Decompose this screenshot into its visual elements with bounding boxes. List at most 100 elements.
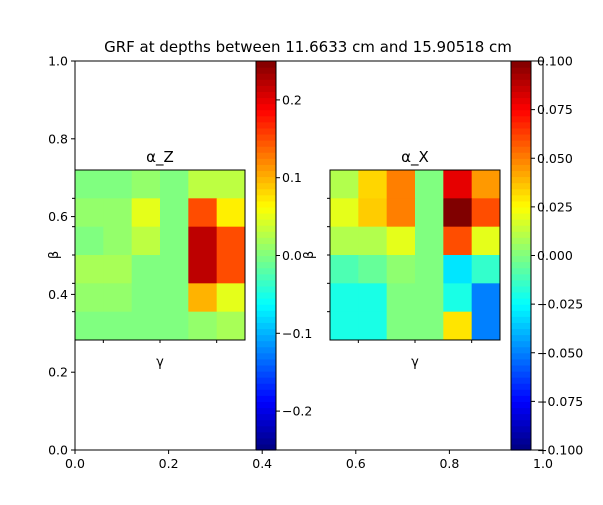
heatmap-cell [103,311,133,341]
colorbar-alpha-z-gradient-band [256,243,276,251]
colorbar-alpha-z-gradient-band [256,364,276,372]
heatmap-cell [386,283,416,313]
colorbar-alpha-x-gradient-band [511,328,531,336]
colorbar-alpha-z-gradient-band [256,115,276,123]
colorbar-alpha-x-gradient-band [511,200,531,208]
colorbar-alpha-z-tick-label: 0.2 [282,92,302,107]
heatmap-cell [358,198,388,228]
colorbar-alpha-x: −0.100 −0.075 −0.050 −0.025 0.000 0.025 0.050 0… [510,54,583,458]
colorbar-alpha-x-gradient-band [511,413,531,421]
colorbar-alpha-z-gradient-band [256,352,276,360]
heatmap-cell [75,255,104,284]
colorbar-alpha-x-gradient-band [511,334,531,342]
colorbar-alpha-x-gradient-band [511,425,531,433]
heatmap-cell [443,311,473,341]
colorbar-alpha-z-gradient-band [256,206,276,214]
colorbar-alpha-z-gradient-band [256,85,276,92]
colorbar-alpha-z-gradient-band [256,334,276,342]
colorbar-alpha-x-gradient-band [511,358,531,366]
colorbar-alpha-z-gradient-band [256,182,276,190]
colorbar-alpha-z-gradient-band [256,346,276,354]
colorbar-alpha-z-gradient-band [256,370,276,378]
colorbar-alpha-x-gradient-band [511,97,531,105]
colorbar-alpha-x-tick-label: 0.075 [537,102,573,117]
colorbar-alpha-z-gradient-band [256,188,276,196]
heatmap-cell [216,283,246,313]
colorbar-alpha-z-gradient-band [256,200,276,208]
colorbar-alpha-z-gradient-band [256,425,276,433]
colorbar-alpha-z-gradient-band [256,170,276,178]
panel-alpha-z-ylabel: β [47,251,62,259]
heatmap-cell [415,283,444,313]
colorbar-alpha-x-gradient-band [511,395,531,402]
heatmap-cell [75,170,104,199]
colorbar-alpha-z-gradient-band [256,231,276,238]
colorbar-alpha-x-gradient-band [511,298,531,305]
colorbar-alpha-x-gradient-band [511,140,531,147]
colorbar-alpha-z-gradient-band [256,249,276,257]
colorbar-alpha-z-gradient-band [256,273,276,281]
colorbar-alpha-z-gradient-band [256,431,276,439]
colorbar-alpha-x-gradient-band [511,383,531,390]
heatmap-cell [103,226,133,256]
colorbar-alpha-z-gradient-band [256,73,276,80]
colorbar-alpha-z-gradient-band [256,91,276,99]
heatmap-cell [330,255,359,284]
colorbar-alpha-z-gradient-band [256,413,276,421]
heatmap-cell [471,226,501,256]
background-y-tick-label: 0.8 [48,131,68,146]
colorbar-alpha-x-gradient-band [511,237,531,244]
colorbar-alpha-x-gradient-band [511,267,531,275]
colorbar-alpha-z-gradient-band [256,140,276,147]
heatmap-cell [75,226,104,256]
colorbar-alpha-z: −0.2 −0.1 0.0 0.1 0.2 [255,60,312,451]
background-y-tick-label: 1.0 [48,54,68,69]
heatmap-cell [358,255,388,284]
colorbar-alpha-z-gradient-band [256,383,276,390]
colorbar-alpha-x-gradient-band [511,279,531,287]
colorbar-alpha-x-gradient-band [511,431,531,439]
heatmap-cell [216,255,246,284]
colorbar-alpha-x-gradient-band [511,389,531,396]
heatmap-cell [131,255,161,284]
colorbar-alpha-x-gradient-band [511,225,531,232]
colorbar-alpha-x-gradient-band [511,121,531,129]
colorbar-alpha-z-gradient-band [256,121,276,129]
heatmap-cell [443,226,473,256]
colorbar-alpha-z-gradient-band [256,310,276,317]
colorbar-alpha-z-gradient [256,61,276,451]
heatmap-cell [471,198,501,228]
colorbar-alpha-z-gradient-band [256,285,276,293]
colorbar-alpha-z-gradient-band [256,127,276,135]
colorbar-alpha-z-gradient-band [256,261,276,269]
colorbar-alpha-x-tick-label: 0.050 [537,151,573,166]
colorbar-alpha-z-gradient-band [256,146,276,153]
panel-alpha-z-ticks [72,197,218,343]
figure-title: GRF at depths between 11.6633 cm and 15.… [104,38,512,56]
colorbar-alpha-x-tick-label: −0.025 [537,297,583,312]
colorbar-alpha-x-tick-label: −0.075 [537,394,583,409]
colorbar-alpha-x-gradient-band [511,255,531,263]
colorbar-alpha-z-gradient-band [256,407,276,415]
colorbar-alpha-z-gradient-band [256,219,276,226]
heatmap-cell [330,226,359,256]
heatmap-cell [471,255,501,284]
heatmap-cell [160,255,189,284]
heatmap-cell [471,283,501,313]
heatmap-cell [188,255,218,284]
colorbar-alpha-x-gradient-band [511,146,531,153]
colorbar-alpha-x-gradient-band [511,219,531,226]
colorbar-alpha-x-tick-label: 0.000 [537,248,573,263]
colorbar-alpha-z-gradient-band [256,279,276,287]
colorbar-alpha-z-gradient-band [256,395,276,402]
colorbar-alpha-x-gradient-band [511,346,531,354]
heatmap-cell [75,311,104,341]
colorbar-alpha-z-gradient-band [256,103,276,111]
colorbar-alpha-x-gradient-band [511,103,531,111]
colorbar-alpha-z-gradient-band [256,267,276,275]
heatmap-cell [75,198,104,228]
background-axes: 0.0 0.2 0.4 0.6 0.8 1.0 0.0 0.2 0.4 0.6 0.8 1.0 [48,54,553,472]
colorbar-alpha-x-gradient-band [511,152,531,159]
colorbar-alpha-z-gradient-band [256,291,276,299]
